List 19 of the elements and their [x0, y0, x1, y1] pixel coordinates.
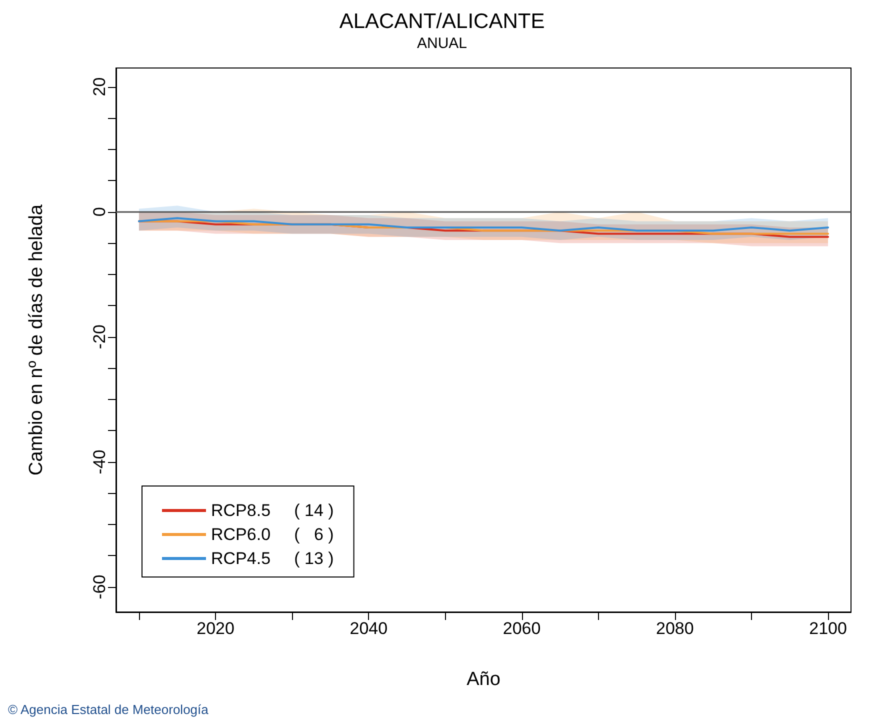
x-tick-label: 2100 — [809, 619, 847, 638]
y-tick-label: 0 — [90, 207, 109, 217]
x-tick-label: 2040 — [350, 619, 388, 638]
y-tick-label: -20 — [90, 324, 109, 350]
y-tick-label: -60 — [90, 574, 109, 600]
x-tick-label: 2060 — [502, 619, 541, 638]
x-tick-label: 2080 — [656, 619, 694, 638]
chart-title: ALACANT/ALICANTE — [339, 10, 545, 33]
x-axis-title: Año — [466, 669, 500, 690]
legend-label: RCP4.5 ( 13 ) — [211, 549, 334, 568]
y-tick-label: -40 — [90, 450, 109, 474]
chart-subtitle: ANUAL — [416, 35, 468, 52]
y-axis-title: Cambio en nº de días de helada — [26, 204, 47, 476]
legend-label: RCP6.0 ( 6 ) — [211, 525, 334, 544]
x-tick-label: 2020 — [196, 619, 234, 638]
legend-label: RCP8.5 ( 14 ) — [211, 501, 334, 520]
line-series — [138, 217, 830, 232]
text: © Agencia Estatal de Meteorología — [8, 702, 210, 717]
y-tick-label: 20 — [90, 77, 109, 96]
